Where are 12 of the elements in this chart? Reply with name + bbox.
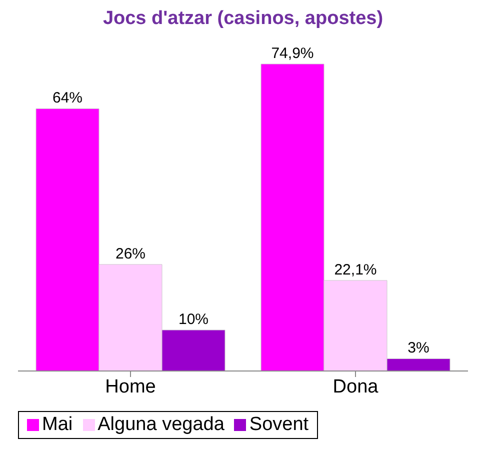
chart-title: Jocs d'atzar (casinos, apostes)	[102, 8, 384, 31]
legend-label: Mai	[41, 414, 73, 436]
legend-label: Alguna vegada	[96, 414, 224, 436]
data-label: 74,9%	[271, 45, 314, 62]
data-label: 64%	[52, 90, 83, 107]
x-tick-label: Dona	[332, 376, 379, 398]
data-label: 26%	[115, 245, 146, 262]
x-tick-label: Home	[105, 376, 156, 398]
data-label: 3%	[408, 340, 430, 357]
data-label: 10%	[178, 311, 209, 328]
legend-label: Sovent	[248, 414, 309, 436]
data-label: 22,1%	[334, 261, 377, 278]
